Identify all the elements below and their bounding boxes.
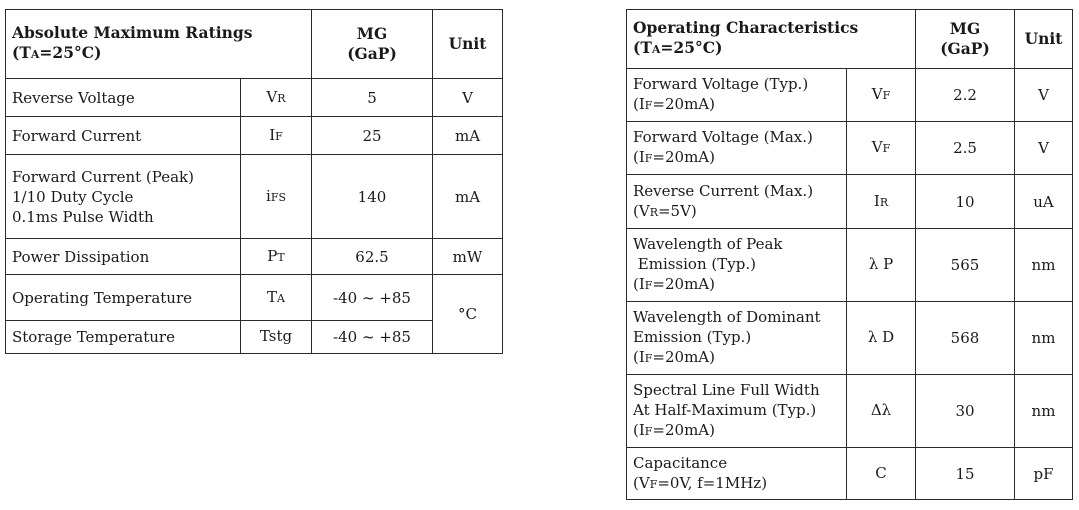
param-cell: Capacitance (VF=0V, f=1MHz)	[626, 447, 847, 500]
column-header-mg: MG (GaP)	[915, 9, 1015, 69]
unit-cell: V	[1014, 121, 1073, 175]
value-cell: 5	[311, 78, 433, 117]
symbol-cell: iFS	[240, 154, 312, 239]
table-title-cell: Absolute Maximum Ratings (TA=25°C)	[5, 9, 312, 79]
value-cell: 25	[311, 116, 433, 155]
symbol-cell: λ D	[846, 301, 916, 375]
param-cell: Operating Temperature	[5, 274, 241, 321]
param-cell: Forward Voltage (Max.) (IF=20mA)	[626, 121, 847, 175]
table-row: Forward Voltage (Max.) (IF=20mA) VF 2.5 …	[626, 121, 1073, 175]
table-row: Capacitance (VF=0V, f=1MHz) C 15 pF	[626, 447, 1073, 500]
param-cell: Spectral Line Full Width At Half-Maximum…	[626, 374, 847, 448]
unit-cell: pF	[1014, 447, 1073, 500]
table-row: Reverse Voltage VR 5 V	[5, 78, 503, 117]
unit-cell: mA	[432, 154, 503, 239]
param-cell: Reverse Current (Max.) (VR=5V)	[626, 174, 847, 229]
absolute-maximum-ratings-table: Absolute Maximum Ratings (TA=25°C) MG (Ga…	[5, 9, 503, 354]
table-row: Storage Temperature Tstg -40 ~ +85	[5, 320, 503, 354]
param-cell: Forward Voltage (Typ.) (IF=20mA)	[626, 68, 847, 122]
table-condition: (TA=25°C)	[12, 43, 102, 62]
symbol-cell: λ P	[846, 228, 916, 302]
symbol-cell: TA	[240, 274, 312, 321]
table-row: Operating Temperature TA -40 ~ +85 °C	[5, 274, 503, 354]
value-cell: 568	[915, 301, 1015, 375]
value-cell: 15	[915, 447, 1015, 500]
unit-cell: V	[1014, 68, 1073, 122]
table-row: Power Dissipation PT 62.5 mW	[5, 238, 503, 275]
param-cell: Wavelength of Dominant Emission (Typ.) (…	[626, 301, 847, 375]
unit-cell: nm	[1014, 301, 1073, 375]
value-cell: 30	[915, 374, 1015, 448]
unit-cell: nm	[1014, 374, 1073, 448]
table-title: Operating Characteristics	[633, 18, 859, 37]
table-row: Forward Current IF 25 mA	[5, 116, 503, 155]
unit-cell: uA	[1014, 174, 1073, 229]
table-title-cell: Operating Characteristics (TA=25°C)	[626, 9, 916, 69]
param-cell: Wavelength of Peak Emission (Typ.) (IF=2…	[626, 228, 847, 302]
param-cell: Reverse Voltage	[5, 78, 241, 117]
table-row: Forward Voltage (Typ.) (IF=20mA) VF 2.2 …	[626, 68, 1073, 122]
table-title: Absolute Maximum Ratings	[12, 23, 253, 42]
unit-cell-temperature: °C	[432, 274, 503, 354]
value-cell: 10	[915, 174, 1015, 229]
symbol-cell: VF	[846, 121, 916, 175]
symbol-cell: IF	[240, 116, 312, 155]
unit-cell: mA	[432, 116, 503, 155]
symbol-cell: C	[846, 447, 916, 500]
symbol-cell: VR	[240, 78, 312, 117]
param-cell: Forward Current	[5, 116, 241, 155]
table-row: Wavelength of Peak Emission (Typ.) (IF=2…	[626, 228, 1073, 302]
value-cell: -40 ~ +85	[311, 320, 433, 354]
value-cell: -40 ~ +85	[311, 274, 433, 321]
operating-characteristics-table: Operating Characteristics (TA=25°C) MG (G…	[626, 9, 1073, 500]
column-header-unit: Unit	[1014, 9, 1073, 69]
column-header-unit: Unit	[432, 9, 503, 79]
table-row: Wavelength of Dominant Emission (Typ.) (…	[626, 301, 1073, 375]
unit-cell: V	[432, 78, 503, 117]
symbol-cell: Tstg	[240, 320, 312, 354]
symbol-cell: VF	[846, 68, 916, 122]
value-cell: 2.5	[915, 121, 1015, 175]
param-cell: Forward Current (Peak) 1/10 Duty Cycle 0…	[5, 154, 241, 239]
table-condition: (TA=25°C)	[633, 38, 723, 57]
header-row: Operating Characteristics (TA=25°C) MG (G…	[626, 9, 1073, 69]
column-header-mg: MG (GaP)	[311, 9, 433, 79]
unit-cell: mW	[432, 238, 503, 275]
value-cell: 565	[915, 228, 1015, 302]
table-row: Forward Current (Peak) 1/10 Duty Cycle 0…	[5, 154, 503, 239]
value-cell: 2.2	[915, 68, 1015, 122]
value-cell: 140	[311, 154, 433, 239]
symbol-cell: Δλ	[846, 374, 916, 448]
param-cell: Power Dissipation	[5, 238, 241, 275]
symbol-cell: IR	[846, 174, 916, 229]
header-row: Absolute Maximum Ratings (TA=25°C) MG (Ga…	[5, 9, 503, 79]
param-cell: Storage Temperature	[5, 320, 241, 354]
table-row: Reverse Current (Max.) (VR=5V) IR 10 uA	[626, 174, 1073, 229]
table-row: Spectral Line Full Width At Half-Maximum…	[626, 374, 1073, 448]
symbol-cell: PT	[240, 238, 312, 275]
value-cell: 62.5	[311, 238, 433, 275]
unit-cell: nm	[1014, 228, 1073, 302]
